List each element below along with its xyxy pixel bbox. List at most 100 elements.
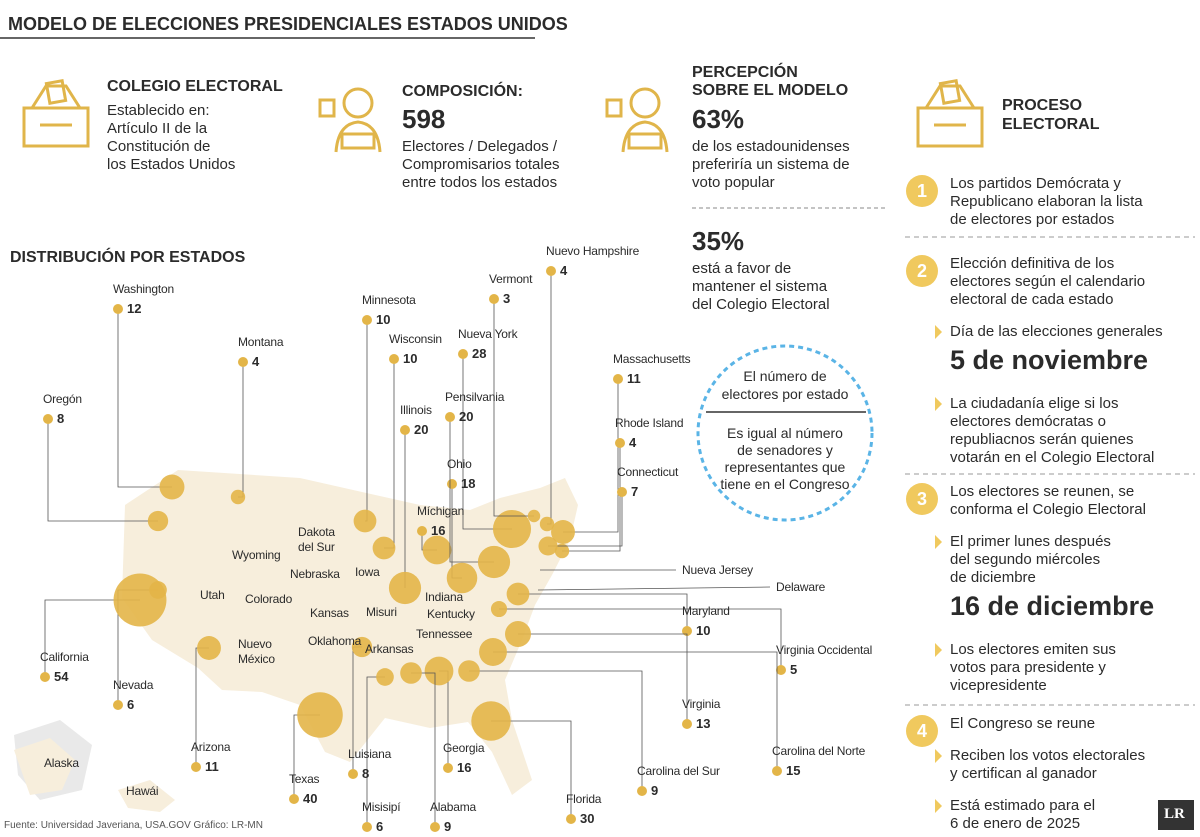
leader-line [365,320,368,522]
state-bubble [554,543,570,559]
state-bubble [372,536,396,560]
callout-circle [696,344,874,522]
state-value: 15 [786,763,801,778]
state-value: 4 [560,263,568,278]
state-bubble [351,636,373,658]
state-bubble [388,571,422,605]
callout-text: tiene en el Congreso [720,476,850,492]
leader-line [47,419,158,522]
voter-icon [318,87,382,153]
voter-icon [605,87,669,153]
state-value: 8 [57,411,65,426]
state-bubble [551,520,575,544]
ballot-icon [22,79,90,148]
state-name: Florida [566,792,602,806]
label-dot [40,672,50,682]
label-dot [443,763,453,773]
state-value: 9 [444,819,452,834]
event-date: 16 de diciembre [950,591,1155,621]
label-dot [772,766,782,776]
state-bubble [505,621,531,647]
state-bubble [159,474,185,500]
step-badge [906,715,938,747]
step-text: El Congreso se reune [950,715,1096,732]
label-dot [447,479,457,489]
map-label: Kentucky [427,607,475,621]
leader-line [562,443,621,552]
state-name: Washington [113,282,174,296]
callout-text: de senadores y [737,442,833,458]
state-bubble [527,509,541,523]
label-dot [637,786,647,796]
big-number: 63% [692,104,745,134]
callout-text: Es igual al número [727,425,843,441]
section-text: mantener el sistema [692,278,828,295]
step-badge [906,175,938,207]
section-title: DISTRIBUCIÓN POR ESTADOS [10,249,246,266]
section-text: los Estados Unidos [107,156,236,173]
state-name: Misisipí [362,800,401,814]
state-name: Maryland [682,604,730,618]
leader-line [537,586,771,591]
state-value: 10 [696,623,711,638]
state-bubble [422,535,452,565]
state-bubble [197,636,221,660]
map-label: Indiana [425,590,463,604]
map-label: Iowa [355,565,380,579]
big-number: 598 [402,104,446,134]
label-dot [613,374,623,384]
note-text: Los electores emiten sus [950,641,1116,658]
section-text: entre todos los estados [402,174,558,191]
state-bubble [230,489,246,505]
section-title: COMPOSICIÓN: [402,83,523,100]
map-label: Delaware [776,580,826,594]
label-dot [389,354,399,364]
note-text: electores demócratas o [950,413,1106,430]
state-value: 28 [472,346,487,361]
map-label: Wyoming [232,548,281,562]
state-value: 10 [376,312,391,327]
state-name: Nuevo Hampshire [546,244,640,258]
note-arrow [935,799,942,813]
state-value: 6 [376,819,384,834]
us-map [122,470,578,795]
step-text: Republicano elaboran la lista [950,193,1143,210]
note-text: Reciben los votos electorales [950,747,1146,764]
state-value: 4 [252,354,260,369]
state-bubble [353,509,377,533]
map-label: Colorado [245,592,293,606]
section-title: SOBRE EL MODELO [692,82,849,99]
state-name: Virginia [682,697,721,711]
state-name: Connecticut [617,465,679,479]
state-name: Carolina del Norte [772,744,866,758]
label-dot [289,794,299,804]
label-dot [400,425,410,435]
note-text: de diciembre [950,569,1036,586]
state-value: 16 [457,760,472,775]
state-bubble [490,600,508,618]
state-value: 3 [503,291,511,306]
note-arrow [935,325,942,339]
step-dividers [905,236,1195,706]
note-arrow [935,749,942,763]
section-text: Constitución de [107,138,211,155]
state-value: 20 [459,409,474,424]
leader-line [117,309,172,488]
state-name: Luisiana [348,747,392,761]
section-text: Electores / Delegados / [402,138,558,155]
section-title: ELECTORAL [1002,116,1100,133]
label-dot [191,762,201,772]
alaska-land [14,738,75,795]
section-title: PERCEPCIÓN [692,64,798,81]
map-label: Misuri [366,605,397,619]
map-label: Hawái [126,784,159,798]
state-value: 9 [651,783,659,798]
big-number: 35% [692,226,745,256]
state-bubble [538,536,558,556]
note-text: vicepresidente [950,677,1047,694]
callout-text: electores por estado [721,386,849,402]
state-value: 10 [403,351,418,366]
step-text: electores según el calendario [950,273,1146,290]
state-bubble [147,510,169,532]
